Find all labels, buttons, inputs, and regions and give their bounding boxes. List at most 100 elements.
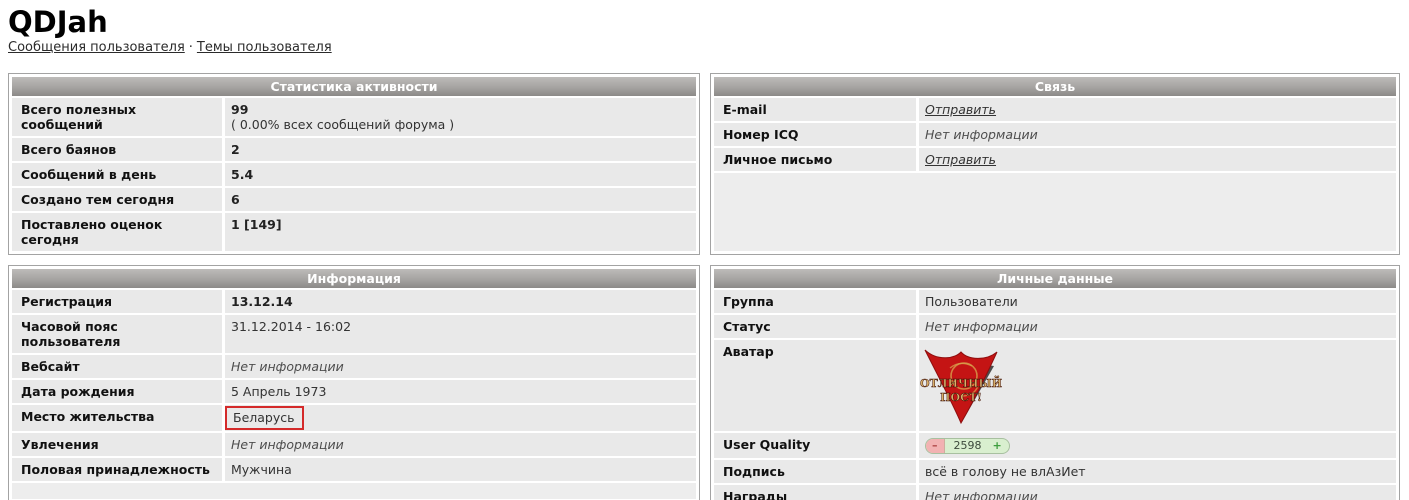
row-value: Нет информации (919, 315, 1396, 338)
row-label: Вебсайт (12, 355, 222, 378)
row-value: Нет информации (225, 433, 696, 456)
table-row: Аватар ОТЛИЧНЫЙ ПОСТ! (714, 340, 1396, 431)
table-row: Поставлено оценок сегодня 1 [149] (12, 213, 696, 251)
empty-cell (12, 483, 696, 499)
table-row: Статус Нет информации (714, 315, 1396, 338)
row-label: Статус (714, 315, 916, 338)
panel-personal-data: Личные данные Группа Пользователи Статус… (710, 265, 1400, 500)
row-value: 6 (225, 188, 696, 211)
stat-value: 99 (231, 102, 249, 117)
row-label: Всего полезных сообщений (12, 98, 222, 136)
nav-separator: · (188, 40, 193, 55)
avatar: ОТЛИЧНЫЙ ПОСТ! (920, 349, 1002, 425)
row-label: Часовой пояс пользователя (12, 315, 222, 353)
timezone-value: 31.12.2014 - 16:02 (225, 315, 696, 353)
svg-text:ОТЛИЧНЫЙ: ОТЛИЧНЫЙ (920, 375, 1002, 390)
panel-information: Информация Регистрация 13.12.14 Часовой … (8, 265, 700, 500)
row-value: Нет информации (225, 355, 696, 378)
table-row: Регистрация 13.12.14 (12, 290, 696, 313)
empty-cell (714, 173, 1396, 251)
row-value: Нет информации (919, 123, 1396, 146)
stat-value: 2 (231, 142, 240, 157)
row-value: 1 [149] (225, 213, 696, 251)
row-label: Сообщений в день (12, 163, 222, 186)
row-value: Нет информации (919, 484, 1396, 500)
row-label: Поставлено оценок сегодня (12, 213, 222, 251)
birthday-value: 5 Апрель 1973 (225, 380, 696, 403)
no-info-text: Нет информации (925, 127, 1038, 142)
row-value: Беларусь (225, 405, 696, 431)
row-label: E-mail (714, 98, 916, 121)
profile-panels-grid: Статистика активности Всего полезных соо… (8, 73, 1401, 500)
row-label: User Quality (714, 433, 916, 458)
svg-text:ПОСТ!: ПОСТ! (940, 391, 982, 404)
quality-minus-button[interactable]: – (926, 438, 945, 453)
group-value: Пользователи (919, 290, 1396, 313)
row-label: Создано тем сегодня (12, 188, 222, 211)
signature-value: всё в голову не влАзИет (919, 459, 1396, 483)
row-label: Личное письмо (714, 148, 916, 171)
table-row: Место жительства Беларусь (12, 405, 696, 431)
table-row: Всего полезных сообщений 99 ( 0.00% всех… (12, 98, 696, 136)
quality-plus-button[interactable]: + (992, 438, 1002, 452)
no-info-text: Нет информации (231, 437, 344, 452)
row-label: Место жительства (12, 405, 222, 431)
row-value: Отправить (919, 98, 1396, 121)
page-title: QDJah (8, 5, 108, 39)
table-row: Вебсайт Нет информации (12, 355, 696, 378)
row-value: 2 (225, 138, 696, 161)
row-label: Группа (714, 290, 916, 313)
row-value: 5.4 (225, 163, 696, 186)
user-quality-badge: –2598 + (925, 437, 1010, 454)
location-value-highlighted: Беларусь (225, 406, 304, 430)
panel-header-activity-stats: Статистика активности (12, 77, 696, 96)
stat-value: 1 [149] (231, 217, 282, 232)
stat-note: ( 0.00% всех сообщений форума ) (231, 117, 455, 132)
profile-nav: Сообщения пользователя · Темы пользователя (8, 39, 1401, 56)
send-pm-link[interactable]: Отправить (925, 152, 997, 167)
user-topics-link[interactable]: Темы пользователя (196, 40, 332, 55)
quality-value: 2598 (953, 438, 982, 452)
row-value: 99 ( 0.00% всех сообщений форума ) (225, 98, 696, 136)
no-info-text: Нет информации (231, 359, 344, 374)
row-value: ОТЛИЧНЫЙ ПОСТ! (919, 340, 1396, 431)
no-info-text: Нет информации (925, 488, 1038, 500)
panel-contact: Связь E-mail Отправить Номер ICQ Нет инф… (710, 73, 1400, 255)
table-row: User Quality –2598 + (714, 433, 1396, 458)
table-row: Личное письмо Отправить (714, 148, 1396, 171)
table-row: Номер ICQ Нет информации (714, 123, 1396, 146)
panel-activity-stats: Статистика активности Всего полезных соо… (8, 73, 700, 255)
row-label: Всего баянов (12, 138, 222, 161)
table-row: Группа Пользователи (714, 290, 1396, 313)
stat-value: 6 (231, 192, 240, 207)
registration-date: 13.12.14 (231, 294, 293, 309)
row-value: 13.12.14 (225, 290, 696, 313)
panel-header-personal-data: Личные данные (714, 269, 1396, 288)
table-row: Награды Нет информации (714, 484, 1396, 500)
table-row: E-mail Отправить (714, 98, 1396, 121)
table-row: Часовой пояс пользователя 31.12.2014 - 1… (12, 315, 696, 353)
row-label: Номер ICQ (714, 123, 916, 146)
table-row: Подпись всё в голову не влАзИет (714, 459, 1396, 483)
row-value: –2598 + (919, 433, 1396, 458)
row-label: Подпись (714, 459, 916, 483)
table-row: Сообщений в день 5.4 (12, 163, 696, 186)
row-label: Аватар (714, 340, 916, 431)
row-label: Дата рождения (12, 380, 222, 403)
send-email-link[interactable]: Отправить (925, 102, 997, 117)
user-messages-link[interactable]: Сообщения пользователя (8, 40, 185, 55)
panel-header-contact: Связь (714, 77, 1396, 96)
row-label: Половая принадлежность (12, 458, 222, 481)
row-label: Регистрация (12, 290, 222, 313)
panel-header-information: Информация (12, 269, 696, 288)
table-row: Дата рождения 5 Апрель 1973 (12, 380, 696, 403)
table-row: Создано тем сегодня 6 (12, 188, 696, 211)
no-info-text: Нет информации (925, 319, 1038, 334)
row-label: Увлечения (12, 433, 222, 456)
row-value: Отправить (919, 148, 1396, 171)
table-row: Увлечения Нет информации (12, 433, 696, 456)
table-row: Половая принадлежность Мужчина (12, 458, 696, 481)
stat-value: 5.4 (231, 167, 254, 182)
row-label: Награды (714, 484, 916, 500)
gender-value: Мужчина (225, 458, 696, 481)
